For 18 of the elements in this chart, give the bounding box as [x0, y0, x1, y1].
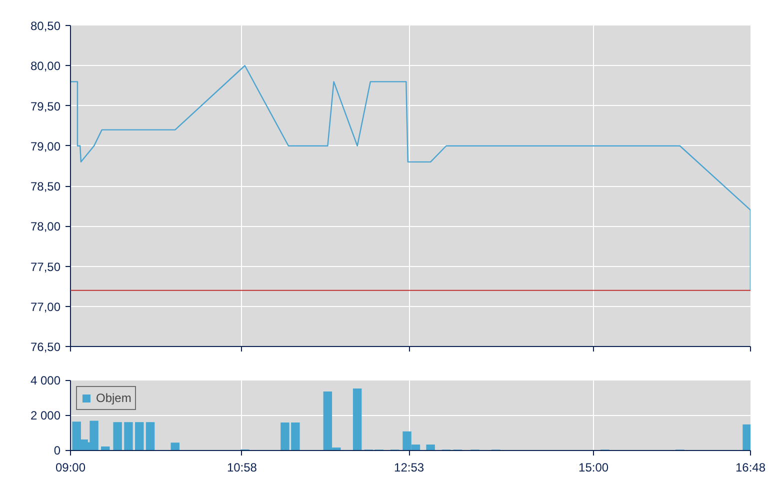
- y-tick-label: 79,50: [30, 99, 61, 114]
- y-tick-label: 4 000: [30, 374, 61, 388]
- x-tick-label: 16:48: [735, 460, 766, 474]
- y-tick-label: 77,00: [30, 300, 61, 314]
- y-tick-label: 76,50: [30, 340, 61, 354]
- y-tick-label: 77,50: [30, 260, 61, 274]
- y-tick-label: 80,00: [30, 59, 61, 74]
- y-tick-label: 79,00: [30, 139, 61, 154]
- y-tick-label: 78,50: [30, 180, 61, 194]
- legend-label: Objem: [96, 391, 132, 405]
- x-tick-label: 10:58: [226, 460, 258, 474]
- y-tick-label: 2 000: [30, 408, 61, 422]
- x-tick-label: 15:00: [578, 460, 609, 474]
- x-tick-label: 09:00: [55, 460, 86, 474]
- x-tick-label: 12:53: [394, 460, 424, 474]
- y-tick-label: 78,00: [30, 220, 61, 234]
- y-tick-label: 80,50: [30, 19, 61, 33]
- y-tick-label: 0: [54, 444, 61, 458]
